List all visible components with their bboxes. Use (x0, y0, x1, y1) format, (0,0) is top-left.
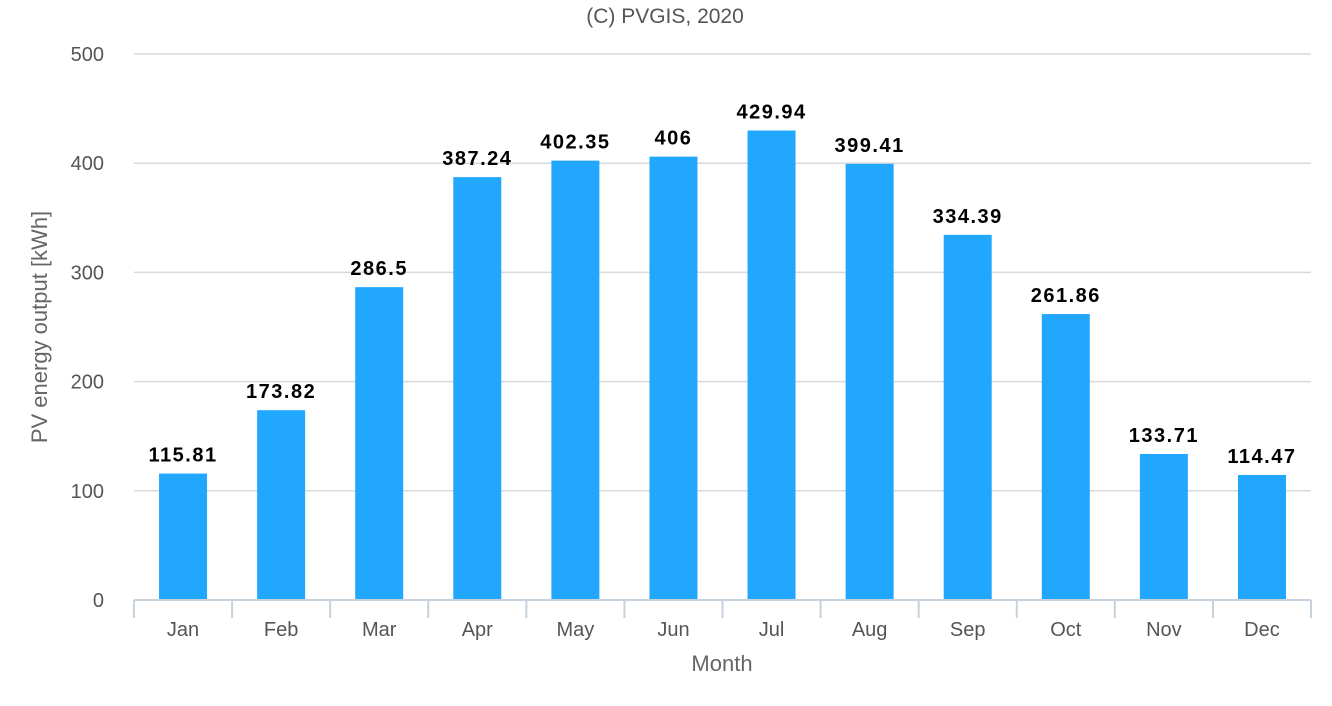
data-label: 406 (655, 128, 693, 150)
x-axis: Jan Feb Mar Apr May Jun Jul Aug Sep Oct Nov Dec (133, 599, 1312, 641)
data-label: 173.82 (246, 381, 316, 403)
bar (943, 234, 992, 600)
data-label: 114.47 (1227, 446, 1296, 468)
x-tick-label: Sep (950, 619, 986, 641)
x-axis-title: Month (691, 651, 752, 676)
data-label: 115.81 (149, 445, 218, 467)
bar (453, 177, 502, 601)
x-tick-label: Jan (167, 619, 199, 641)
bar (845, 163, 894, 600)
y-axis-ticks: 0 100 200 300 400 500 (71, 44, 104, 612)
bar (257, 410, 306, 600)
y-tick-label: 0 (93, 590, 104, 612)
data-label: 429.94 (736, 102, 806, 124)
x-tick-label: Mar (362, 619, 397, 641)
data-label: 334.39 (933, 206, 1003, 228)
data-label: 387.24 (442, 148, 512, 170)
y-tick-label: 400 (71, 153, 104, 175)
bar (551, 160, 600, 601)
data-labels: 115.81 173.82 286.5 387.24 402.35 406 429.94 39… (149, 102, 1296, 468)
data-label: 286.5 (350, 258, 408, 280)
gridlines (134, 53, 1311, 492)
data-label: 261.86 (1031, 285, 1101, 307)
x-tick-label: Nov (1146, 619, 1182, 641)
y-axis-title: PV energy output [kWh] (27, 211, 52, 443)
x-tick-label: Dec (1244, 619, 1280, 641)
x-tick-label: Aug (852, 619, 888, 641)
y-tick-label: 500 (71, 44, 104, 66)
data-label: 133.71 (1129, 425, 1199, 447)
bar (649, 156, 698, 600)
chart-title: (C) PVGIS, 2020 (586, 5, 744, 28)
x-tick-label: Jul (759, 619, 785, 641)
bar (159, 473, 208, 600)
bar (355, 287, 404, 600)
bar (747, 130, 796, 600)
y-tick-label: 300 (71, 262, 104, 284)
y-tick-label: 100 (71, 481, 104, 503)
bar (1139, 453, 1188, 600)
x-tick-label: Oct (1050, 619, 1082, 641)
bar (1041, 314, 1090, 600)
bar (1237, 474, 1286, 600)
x-tick-label: Jun (657, 619, 689, 641)
x-tick-label: May (556, 619, 594, 641)
y-tick-label: 200 (71, 372, 104, 394)
data-label: 399.41 (835, 135, 905, 157)
x-tick-label: Apr (462, 619, 493, 641)
bars (159, 130, 1286, 601)
data-label: 402.35 (540, 132, 610, 154)
x-tick-label: Feb (264, 619, 298, 641)
